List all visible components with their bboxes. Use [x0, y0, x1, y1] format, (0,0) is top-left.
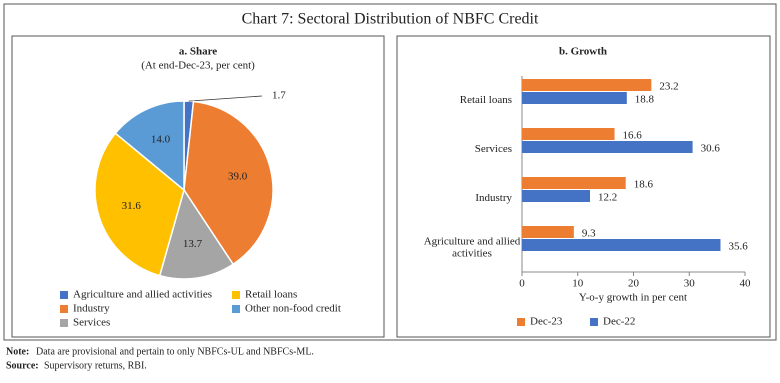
legend-marker [232, 305, 240, 313]
leader-line [188, 95, 263, 102]
legend-label: Services [73, 317, 110, 329]
y-tick-label: Retail loans [460, 94, 512, 106]
legend-label: Dec-23 [530, 316, 563, 328]
legend-marker [232, 291, 240, 299]
bar [522, 177, 626, 189]
data-label: 1.7 [272, 90, 286, 102]
legend-label: Industry [73, 303, 110, 315]
source: Supervisory returns, RBI. [44, 360, 147, 371]
data-label: 30.6 [701, 143, 721, 155]
note-label: Note: [6, 346, 29, 357]
bar [522, 92, 627, 104]
panel-title: a. Share [179, 46, 217, 58]
bar [522, 79, 652, 91]
bar [522, 128, 615, 140]
data-label: 18.8 [635, 94, 655, 106]
legend-label: Dec-22 [603, 316, 635, 328]
panel-frame [11, 35, 385, 338]
x-tick-label: 0 [519, 278, 525, 290]
data-label: 35.6 [728, 241, 748, 253]
bar [522, 190, 591, 202]
data-label: 39.0 [228, 170, 248, 182]
bar [522, 239, 721, 251]
y-tick-label: Industry [475, 192, 512, 204]
panel-title: b. Growth [559, 46, 607, 58]
legend-marker [590, 318, 598, 326]
x-tick-label: 20 [628, 278, 640, 290]
chart-title: Chart 7: Sectoral Distribution of NBFC C… [242, 11, 539, 28]
legend-label: Other non-food credit [245, 303, 341, 315]
data-label: 31.6 [122, 200, 142, 212]
legend-label: Retail loans [245, 289, 297, 301]
x-axis-label: Y-o-y growth in per cent [579, 292, 687, 304]
x-tick-label: 10 [572, 278, 584, 290]
y-tick-label: Agriculture and allied activities [424, 235, 521, 259]
bar [522, 141, 693, 153]
data-label: 18.6 [634, 179, 654, 191]
pie-slice [94, 132, 185, 277]
data-label: 23.2 [659, 81, 678, 93]
legend-marker [60, 305, 68, 313]
data-label: 13.7 [183, 238, 203, 250]
pie-slice [114, 100, 185, 192]
bar [522, 226, 574, 238]
data-label: 9.3 [582, 228, 596, 240]
note: Data are provisional and pertain to only… [36, 346, 314, 357]
legend-marker [517, 318, 525, 326]
y-tick-label: Services [475, 143, 512, 155]
panel-frame [396, 35, 771, 338]
legend-marker [60, 319, 68, 327]
data-label: 16.6 [623, 130, 643, 142]
x-tick-label: 40 [740, 278, 752, 290]
outer-frame [3, 3, 777, 341]
data-label: 14.0 [151, 134, 171, 146]
legend-label: Agriculture and allied activities [73, 289, 212, 301]
source-label: Source: [6, 360, 39, 371]
x-tick-label: 30 [684, 278, 696, 290]
panel-subtitle: (At end-Dec-23, per cent) [141, 60, 255, 72]
data-label: 12.2 [598, 192, 617, 204]
legend-marker [60, 291, 68, 299]
